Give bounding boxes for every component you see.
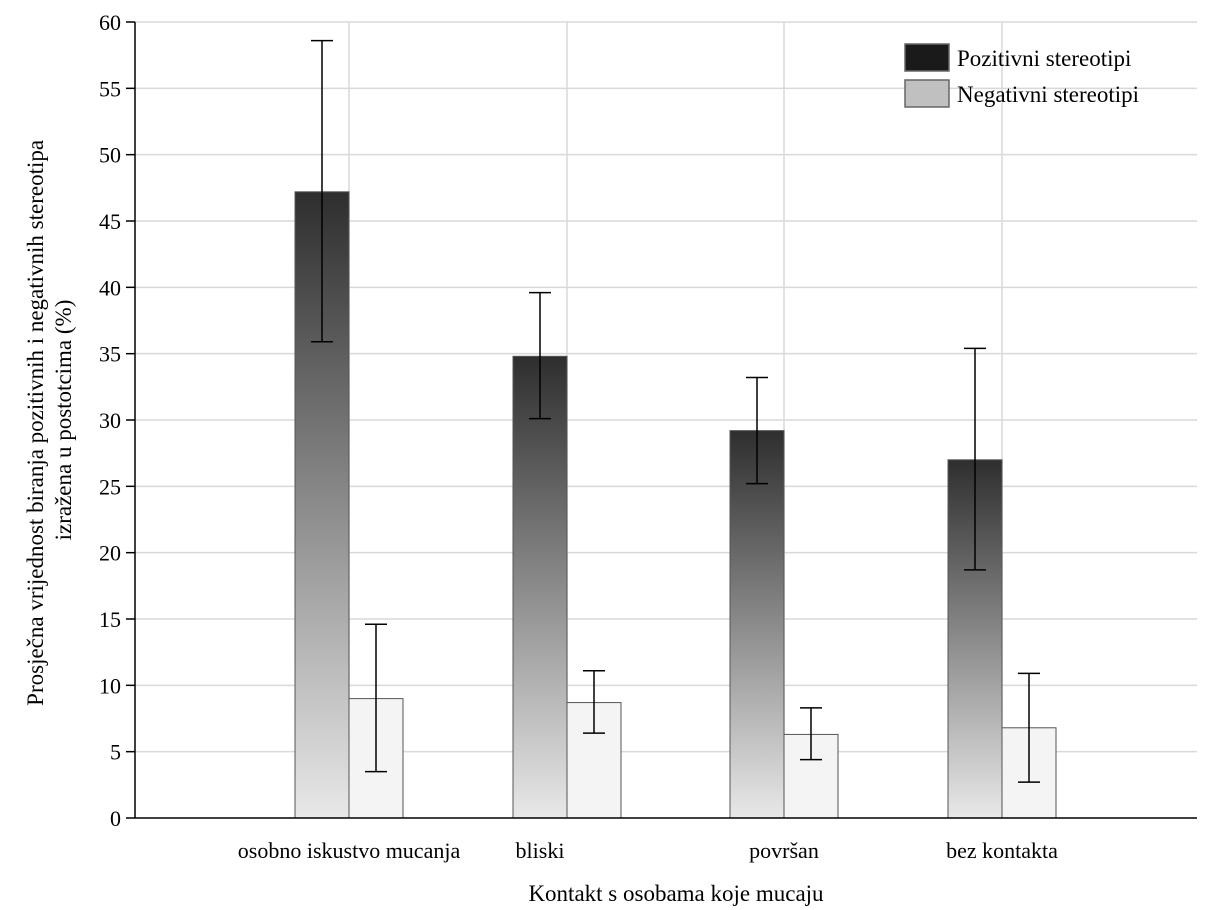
y-tick-label: 40	[99, 275, 121, 300]
y-tick-label: 60	[99, 10, 121, 35]
y-tick-label: 25	[99, 474, 121, 499]
x-tick-label: površan	[749, 838, 819, 863]
gridlines	[135, 21, 1197, 818]
y-tick-label: 50	[99, 143, 121, 168]
legend-label-positive: Pozitivni stereotipi	[957, 46, 1131, 71]
y-tick-label: 10	[99, 673, 121, 698]
y-tick-label: 30	[99, 408, 121, 433]
axes: 0 5 10 15 20 25 30 35 40 45 50 55 60 osobno iskustvo …	[99, 10, 1197, 863]
y-tick-label: 55	[99, 76, 121, 101]
error-bars	[311, 39, 1040, 783]
y-tick-label: 15	[99, 607, 121, 632]
x-tick-label: osobno iskustvo mucanja	[238, 838, 461, 863]
bars	[294, 191, 1057, 819]
x-tick-label: bez kontakta	[946, 838, 1058, 863]
bar-positive	[512, 355, 568, 819]
bar-positive	[729, 430, 785, 819]
y-tick-label: 0	[110, 806, 121, 831]
x-axis-title: Kontakt s osobama koje mucaju	[528, 881, 824, 906]
legend-swatch-negative	[904, 79, 950, 108]
y-axis-title: Prosječna vrijednost biranja pozitivnih …	[23, 134, 76, 706]
y-axis-title-line-1: Prosječna vrijednost biranja pozitivnih …	[23, 140, 48, 706]
x-tick-label: bliski	[516, 838, 565, 863]
legend: Pozitivni stereotipi Negativni stereotipi	[904, 43, 1139, 108]
y-axis-title-line-2: izražena u postotcima (%)	[51, 300, 76, 541]
y-tick-label: 5	[110, 740, 121, 765]
legend-swatch-positive	[904, 43, 950, 72]
y-tick-label: 20	[99, 541, 121, 566]
legend-label-negative: Negativni stereotipi	[957, 82, 1139, 107]
y-tick-label: 35	[99, 342, 121, 367]
y-tick-label: 45	[99, 209, 121, 234]
